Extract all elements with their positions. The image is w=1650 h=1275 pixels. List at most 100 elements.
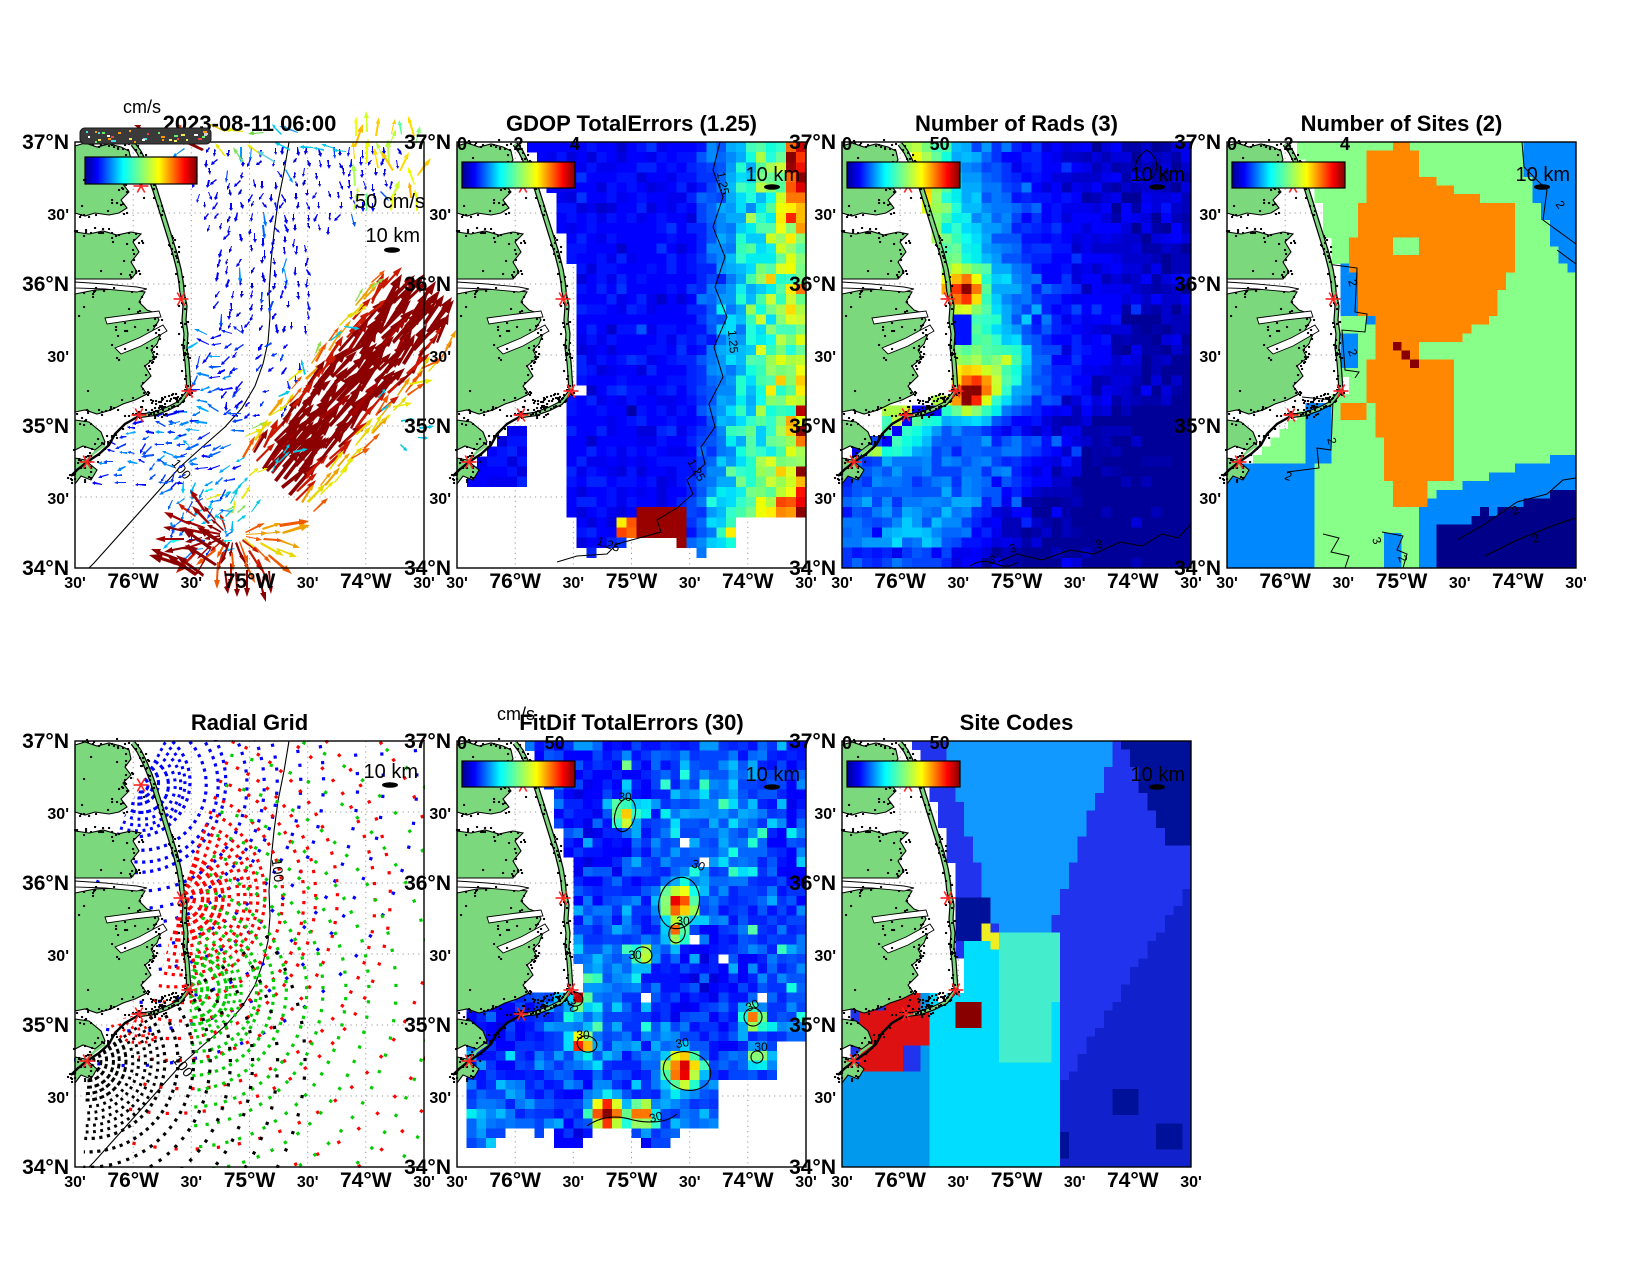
svg-text:3: 3 [1369, 535, 1385, 546]
svg-text:2: 2 [1324, 436, 1339, 446]
svg-text:30': 30' [814, 948, 836, 965]
svg-text:2: 2 [513, 134, 523, 154]
svg-text:37°N: 37°N [1174, 131, 1221, 154]
svg-text:Number of Rads (3): Number of Rads (3) [915, 111, 1118, 136]
svg-text:30: 30 [690, 856, 708, 874]
svg-text:Number of Sites (2): Number of Sites (2) [1301, 111, 1503, 136]
svg-text:30': 30' [814, 207, 836, 224]
svg-text:30': 30' [297, 1174, 319, 1191]
svg-text:30': 30' [814, 806, 836, 823]
svg-text:30': 30' [562, 1174, 584, 1191]
svg-text:30': 30' [831, 1174, 853, 1191]
svg-text:30': 30' [1180, 1174, 1202, 1191]
svg-text:50: 50 [545, 733, 565, 753]
svg-text:FitDif TotalErrors (30): FitDif TotalErrors (30) [519, 710, 744, 735]
svg-text:30': 30' [814, 349, 836, 366]
svg-text:30': 30' [1216, 575, 1238, 592]
svg-text:30': 30' [831, 575, 853, 592]
svg-text:30': 30' [679, 575, 701, 592]
svg-text:74°W: 74°W [722, 1169, 774, 1192]
svg-text:0: 0 [842, 733, 852, 753]
svg-text:30': 30' [47, 491, 69, 508]
svg-text:10 km: 10 km [364, 761, 418, 783]
svg-text:35°N: 35°N [22, 415, 69, 438]
svg-text:37°N: 37°N [22, 730, 69, 753]
svg-text:36°N: 36°N [789, 273, 836, 296]
svg-text:76°W: 76°W [874, 1169, 926, 1192]
svg-text:30': 30' [47, 1090, 69, 1107]
svg-text:35°N: 35°N [22, 1014, 69, 1037]
svg-text:76°W: 76°W [489, 1169, 541, 1192]
svg-text:74°W: 74°W [1107, 1169, 1159, 1192]
svg-text:74°W: 74°W [1107, 570, 1159, 593]
svg-text:30': 30' [1180, 575, 1202, 592]
svg-text:30': 30' [1064, 1174, 1086, 1191]
svg-text:34°N: 34°N [789, 1156, 836, 1179]
svg-text:30': 30' [1199, 207, 1221, 224]
svg-text:34°N: 34°N [1174, 557, 1221, 580]
svg-text:30': 30' [429, 1090, 451, 1107]
svg-text:2: 2 [1345, 347, 1361, 358]
svg-text:35°N: 35°N [789, 1014, 836, 1037]
svg-text:50: 50 [930, 733, 950, 753]
svg-text:4: 4 [1340, 134, 1350, 154]
svg-text:34°N: 34°N [404, 557, 451, 580]
svg-text:2: 2 [1283, 134, 1293, 154]
svg-text:76°W: 76°W [107, 1169, 159, 1192]
svg-text:2: 2 [1530, 530, 1541, 546]
svg-text:35°N: 35°N [1174, 415, 1221, 438]
svg-text:30: 30 [628, 948, 642, 962]
svg-text:30': 30' [1449, 575, 1471, 592]
svg-text:30': 30' [947, 1174, 969, 1191]
svg-text:30': 30' [814, 491, 836, 508]
svg-text:4: 4 [570, 134, 580, 154]
svg-text:30: 30 [743, 996, 761, 1014]
svg-text:30': 30' [446, 575, 468, 592]
svg-text:0: 0 [457, 134, 467, 154]
svg-text:30': 30' [446, 1174, 468, 1191]
svg-text:75°W: 75°W [991, 570, 1043, 593]
svg-text:30': 30' [413, 1174, 435, 1191]
svg-text:3: 3 [1156, 167, 1171, 176]
svg-text:30': 30' [429, 948, 451, 965]
svg-text:cm/s: cm/s [123, 97, 161, 117]
svg-text:30': 30' [429, 491, 451, 508]
svg-text:34°N: 34°N [404, 1156, 451, 1179]
svg-text:36°N: 36°N [1174, 273, 1221, 296]
svg-text:50 cm/s: 50 cm/s [355, 191, 425, 213]
svg-text:10 km: 10 km [746, 164, 800, 186]
svg-text:75°W: 75°W [1376, 570, 1428, 593]
svg-text:30: 30 [576, 1028, 590, 1042]
svg-text:30: 30 [618, 790, 632, 804]
svg-text:30: 30 [564, 997, 582, 1015]
svg-text:75°W: 75°W [606, 570, 658, 593]
svg-text:30': 30' [297, 575, 319, 592]
svg-text:35°N: 35°N [789, 415, 836, 438]
svg-text:37°N: 37°N [789, 730, 836, 753]
svg-text:74°W: 74°W [722, 570, 774, 593]
svg-text:76°W: 76°W [874, 570, 926, 593]
svg-text:30': 30' [1565, 575, 1587, 592]
svg-text:75°W: 75°W [224, 1169, 276, 1192]
svg-text:10 km: 10 km [1516, 164, 1570, 186]
svg-text:30': 30' [679, 1174, 701, 1191]
svg-text:0: 0 [1227, 134, 1237, 154]
svg-text:30': 30' [429, 806, 451, 823]
svg-text:37°N: 37°N [404, 131, 451, 154]
svg-text:1.25: 1.25 [725, 329, 741, 354]
svg-text:30: 30 [648, 1109, 665, 1126]
svg-text:30': 30' [64, 1174, 86, 1191]
svg-text:30': 30' [947, 575, 969, 592]
svg-text:2: 2 [1283, 469, 1294, 485]
svg-text:30': 30' [64, 575, 86, 592]
svg-text:GDOP TotalErrors (1.25): GDOP TotalErrors (1.25) [506, 111, 757, 136]
svg-text:34°N: 34°N [22, 557, 69, 580]
svg-text:50: 50 [930, 134, 950, 154]
svg-text:10 km: 10 km [746, 764, 800, 786]
svg-text:36°N: 36°N [404, 872, 451, 895]
svg-text:36°N: 36°N [22, 273, 69, 296]
svg-text:0: 0 [842, 134, 852, 154]
svg-text:34°N: 34°N [789, 557, 836, 580]
svg-text:3: 3 [1094, 536, 1104, 551]
svg-text:30': 30' [562, 575, 584, 592]
